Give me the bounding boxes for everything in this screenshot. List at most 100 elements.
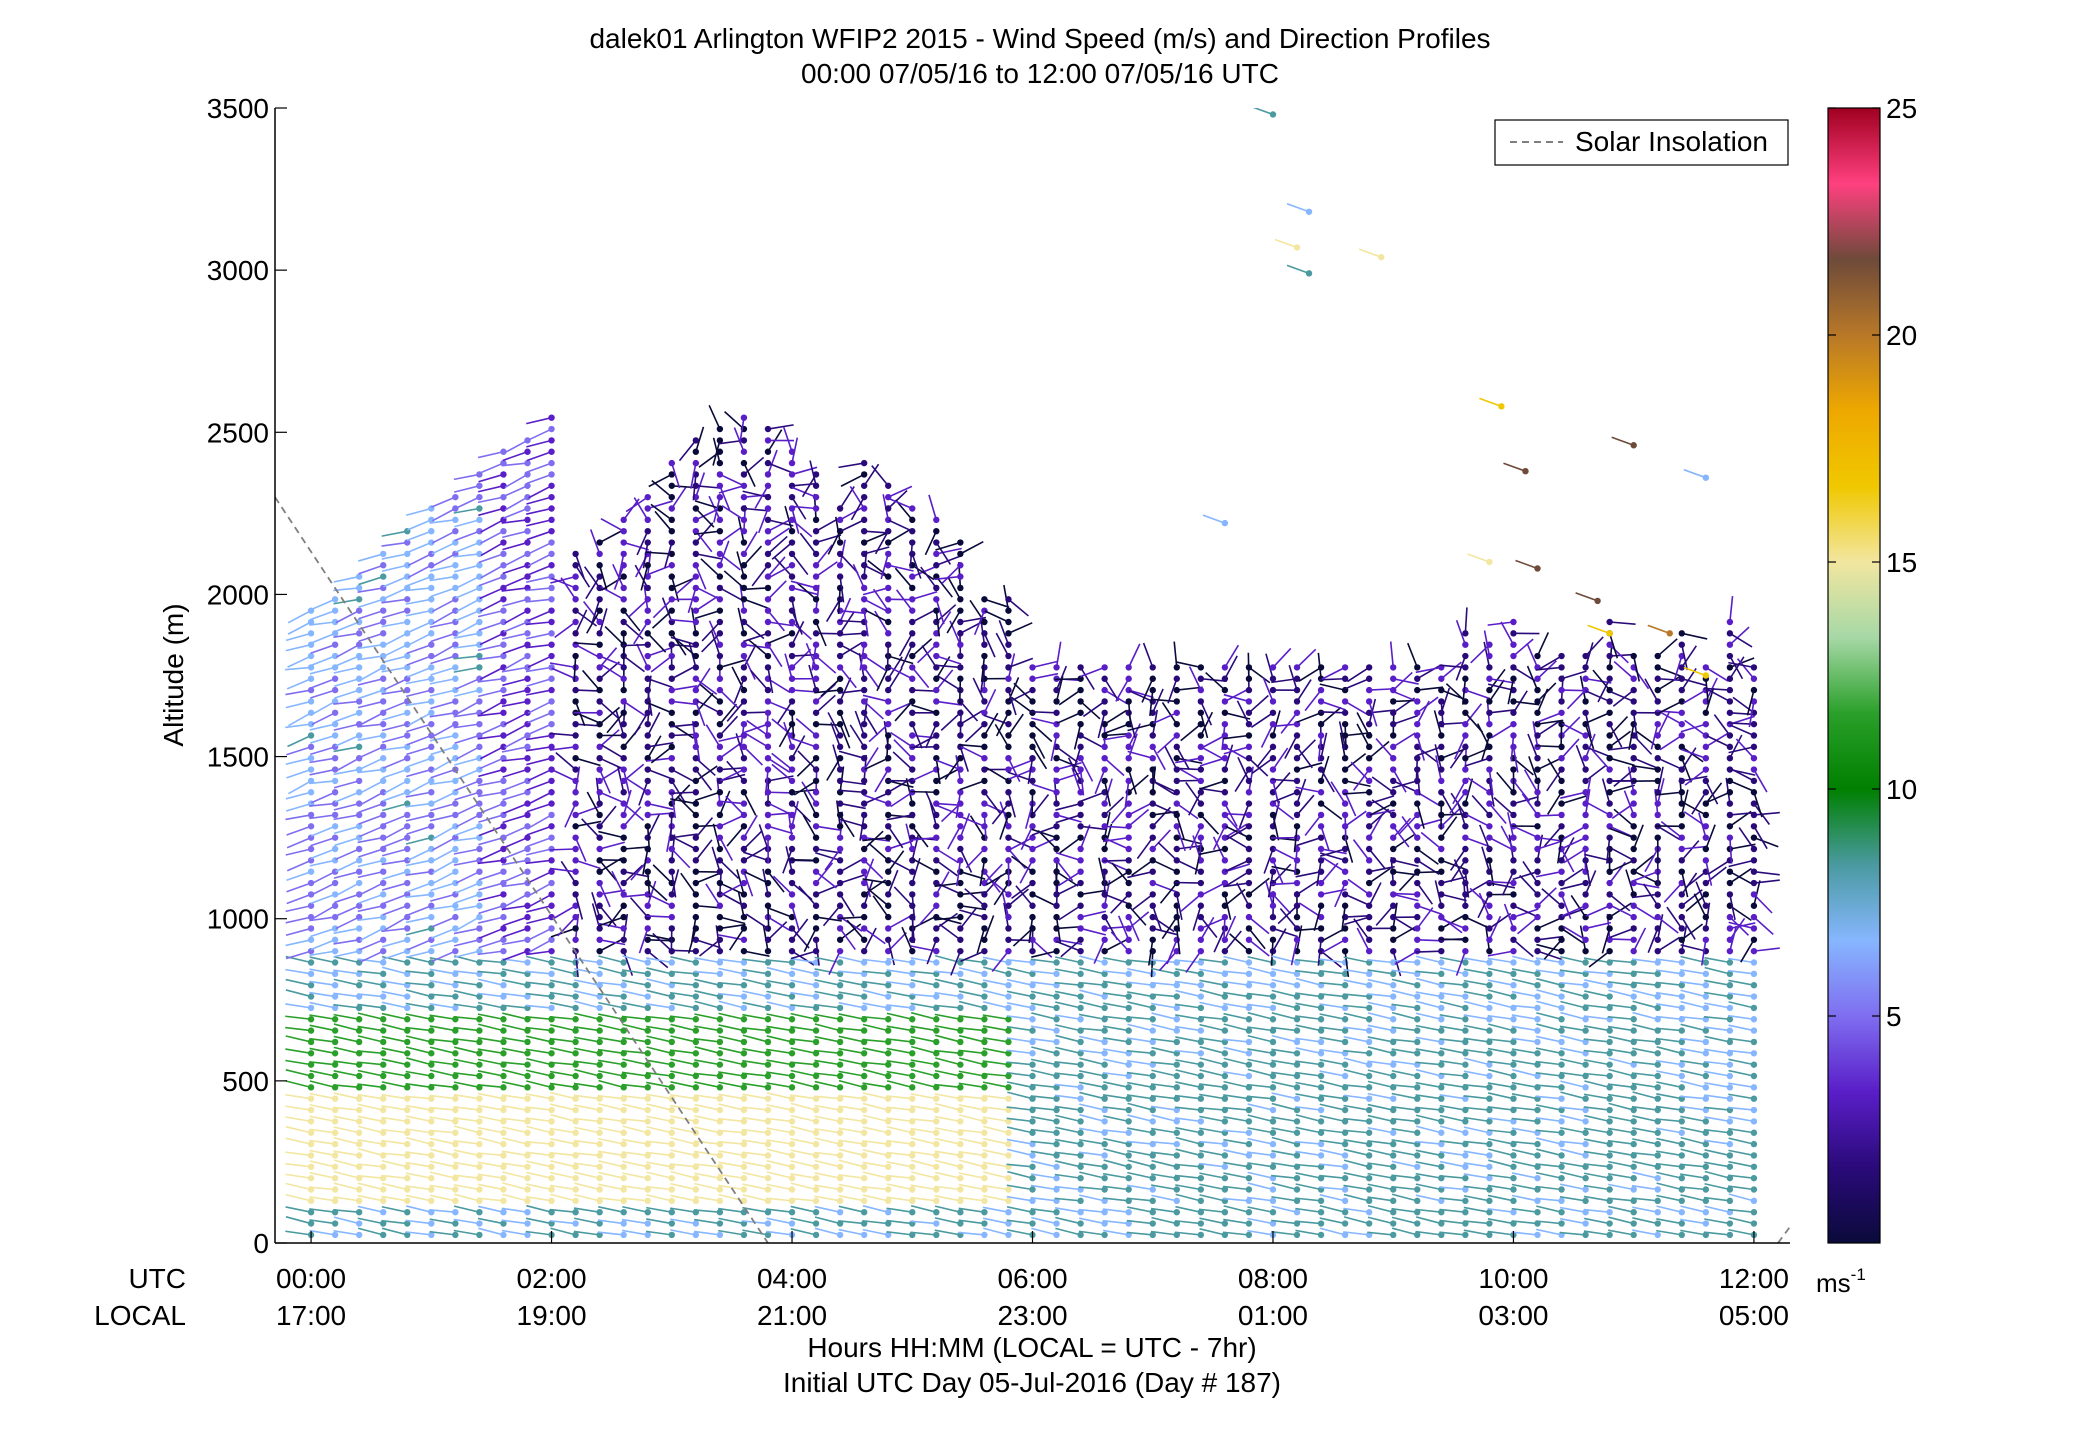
wind-barb-point bbox=[1077, 937, 1083, 943]
wind-barb-point bbox=[1246, 676, 1252, 682]
wind-barb-point bbox=[669, 505, 675, 511]
wind-barb-point bbox=[669, 732, 675, 738]
wind-barb-point bbox=[933, 834, 939, 840]
wind-barb-point bbox=[428, 653, 434, 659]
wind-barb-point bbox=[741, 834, 747, 840]
wind-barb-point bbox=[1029, 868, 1035, 874]
wind-barb-point bbox=[476, 721, 482, 727]
wind-barb-point bbox=[837, 653, 843, 659]
wind-barb-point bbox=[669, 1209, 675, 1215]
wind-barb-point bbox=[1222, 868, 1228, 874]
wind-barb-point bbox=[1029, 789, 1035, 795]
wind-barb-point bbox=[308, 925, 314, 931]
wind-barb-point bbox=[765, 880, 771, 886]
wind-barb bbox=[790, 860, 816, 861]
wind-barb-point bbox=[1077, 744, 1083, 750]
wind-barb-point bbox=[1077, 846, 1083, 852]
wind-barb-point bbox=[861, 1095, 867, 1101]
wind-barb-point bbox=[1077, 959, 1083, 965]
wind-barb-point bbox=[548, 607, 554, 613]
wind-barb-point bbox=[789, 698, 795, 704]
wind-barb-point bbox=[1005, 823, 1011, 829]
wind-barb-point bbox=[1005, 857, 1011, 863]
wind-barb-point bbox=[861, 494, 867, 500]
wind-barb-point bbox=[837, 1084, 843, 1090]
wind-barb-point bbox=[476, 1027, 482, 1033]
wind-barb-point bbox=[1174, 676, 1180, 682]
wind-barb bbox=[1224, 917, 1225, 943]
wind-barb-point bbox=[380, 551, 386, 557]
wind-barb-point bbox=[1077, 1164, 1083, 1170]
wind-barb-point bbox=[717, 1095, 723, 1101]
wind-barb-point bbox=[885, 868, 891, 874]
wind-barb-point bbox=[765, 562, 771, 568]
wind-barb-point bbox=[741, 812, 747, 818]
wind-barb-point bbox=[1198, 880, 1204, 886]
wind-barb-point bbox=[1077, 710, 1083, 716]
wind-barb-point bbox=[596, 1107, 602, 1113]
wind-barb-point bbox=[476, 1164, 482, 1170]
wind-barb-point bbox=[1222, 1175, 1228, 1181]
wind-barb-point bbox=[885, 1061, 891, 1067]
wind-barb-point bbox=[789, 1118, 795, 1124]
wind-barb-point bbox=[645, 982, 651, 988]
wind-barb-point bbox=[1174, 891, 1180, 897]
wind-barb-point bbox=[1150, 1073, 1156, 1079]
wind-barb-point bbox=[957, 1061, 963, 1067]
wind-barb-point bbox=[765, 1084, 771, 1090]
wind-barb-point bbox=[813, 517, 819, 523]
wind-barb-point bbox=[693, 948, 699, 954]
wind-barb-point bbox=[1222, 755, 1228, 761]
wind-barb-point bbox=[548, 426, 554, 432]
wind-barb-point bbox=[1270, 1130, 1276, 1136]
wind-barb-point bbox=[909, 517, 915, 523]
wind-barb-point bbox=[524, 698, 530, 704]
wind-barb-point bbox=[1005, 1152, 1011, 1158]
wind-barb-point bbox=[332, 710, 338, 716]
wind-barb-point bbox=[861, 937, 867, 943]
wind-barb-point bbox=[452, 1186, 458, 1192]
wind-barb-point bbox=[332, 607, 338, 613]
wind-barb-point bbox=[380, 732, 386, 738]
wind-barb-point bbox=[1005, 755, 1011, 761]
wind-barb-point bbox=[741, 630, 747, 636]
wind-barb-point bbox=[861, 641, 867, 647]
wind-barb-point bbox=[620, 1164, 626, 1170]
wind-barb-point bbox=[476, 1186, 482, 1192]
wind-barb-point bbox=[1053, 732, 1059, 738]
wind-barb-point bbox=[885, 766, 891, 772]
wind-barb-point bbox=[452, 914, 458, 920]
wind-barb-point bbox=[645, 607, 651, 613]
wind-barb-point bbox=[476, 868, 482, 874]
wind-barb-point bbox=[620, 687, 626, 693]
wind-barb-point bbox=[645, 993, 651, 999]
wind-barb-point bbox=[1174, 732, 1180, 738]
wind-barb-point bbox=[837, 732, 843, 738]
wind-barb-point bbox=[620, 528, 626, 534]
wind-barb-point bbox=[933, 937, 939, 943]
wind-barb-point bbox=[1029, 823, 1035, 829]
wind-barb-point bbox=[548, 948, 554, 954]
wind-barb-point bbox=[933, 1152, 939, 1158]
wind-barb-point bbox=[693, 766, 699, 772]
wind-barb-point bbox=[476, 891, 482, 897]
wind-barb-point bbox=[717, 1107, 723, 1113]
wind-barb-point bbox=[861, 471, 867, 477]
wind-barb-point bbox=[765, 744, 771, 750]
wind-barb-point bbox=[1198, 1027, 1204, 1033]
wind-barb-point bbox=[717, 710, 723, 716]
wind-barb-point bbox=[548, 1107, 554, 1113]
wind-barb-point bbox=[1198, 664, 1204, 670]
wind-barb-point bbox=[548, 823, 554, 829]
wind-barb-point bbox=[645, 676, 651, 682]
wind-barb-point bbox=[308, 676, 314, 682]
wind-barb-point bbox=[813, 585, 819, 591]
wind-barb-point bbox=[717, 914, 723, 920]
wind-barb-point bbox=[909, 1073, 915, 1079]
wind-barb-point bbox=[452, 732, 458, 738]
wind-barb-point bbox=[885, 789, 891, 795]
wind-barb-point bbox=[717, 630, 723, 636]
wind-barb-point bbox=[524, 1209, 530, 1215]
wind-barb-point bbox=[813, 755, 819, 761]
wind-barb-point bbox=[957, 732, 963, 738]
